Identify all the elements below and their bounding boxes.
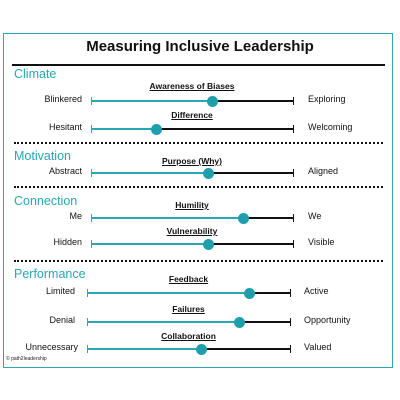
scale-label: Purpose (Why) <box>162 156 222 166</box>
scale-label: Feedback <box>168 274 209 284</box>
scale-left-anchor: Blinkered <box>44 94 82 104</box>
scale-remainder <box>156 128 293 130</box>
scale-label: Difference <box>171 110 213 120</box>
page-title: Measuring Inclusive Leadership <box>86 38 314 55</box>
section-divider <box>14 142 383 144</box>
scale-marker-dot <box>150 123 162 135</box>
scale-right-anchor: Aligned <box>308 166 339 176</box>
scale-left-anchor: Denial <box>49 315 75 325</box>
scale-label: Awareness of Biases <box>149 81 235 91</box>
section-title-climate: Climate <box>14 67 57 81</box>
section-title-connection: Connection <box>14 194 78 208</box>
scale-end-tick <box>293 97 294 105</box>
scale-end-tick <box>293 240 294 248</box>
scale-remainder <box>212 100 293 102</box>
section-divider <box>14 260 383 262</box>
scale-right-anchor: Opportunity <box>304 315 351 325</box>
scale-label: Vulnerability <box>166 226 218 236</box>
footer-credit: © path2leadership <box>6 356 47 362</box>
scale-left-anchor: Hesitant <box>48 122 82 132</box>
scale-fill <box>87 292 249 294</box>
scale-right-anchor: Visible <box>308 237 335 247</box>
scale-start-tick <box>91 97 92 105</box>
scale-start-tick <box>91 240 92 248</box>
scale-left-anchor: Me <box>69 211 82 221</box>
scale-remainder <box>249 292 290 294</box>
title-rule <box>12 64 385 66</box>
scale-left-anchor: Limited <box>45 286 75 296</box>
scale-fill <box>91 243 208 245</box>
scale-right-anchor: Welcoming <box>308 122 353 132</box>
scale-track <box>87 348 290 350</box>
scale-end-tick <box>293 214 294 222</box>
scale-marker-dot <box>233 316 245 328</box>
scale-start-tick <box>91 125 92 133</box>
scale-end-tick <box>290 318 291 326</box>
section-title-performance: Performance <box>14 267 86 281</box>
scale-track <box>87 292 290 294</box>
scale-right-anchor: Exploring <box>308 94 346 104</box>
scale-marker-dot <box>202 167 214 179</box>
scale-fill <box>91 100 212 102</box>
section-divider <box>14 186 383 188</box>
scale-track <box>91 172 293 174</box>
scale-marker-dot <box>237 212 249 224</box>
scale-marker-dot <box>195 343 207 355</box>
scale-start-tick <box>91 214 92 222</box>
scale-marker-dot <box>206 95 218 107</box>
scale-marker-dot <box>202 238 214 250</box>
scale-marker-dot <box>243 287 255 299</box>
scale-right-anchor: Active <box>304 286 329 296</box>
scale-label: Collaboration <box>161 331 216 341</box>
scale-track <box>87 321 290 323</box>
scale-remainder <box>208 243 293 245</box>
scale-remainder <box>239 321 290 323</box>
scale-fill <box>87 321 239 323</box>
scale-track <box>91 217 293 219</box>
scale-remainder <box>243 217 293 219</box>
scale-fill <box>87 348 201 350</box>
scale-left-anchor: Abstract <box>48 166 82 176</box>
scale-remainder <box>201 348 290 350</box>
scale-fill <box>91 172 208 174</box>
scale-start-tick <box>87 289 88 297</box>
section-title-motivation: Motivation <box>14 149 71 163</box>
scale-remainder <box>208 172 293 174</box>
scale-start-tick <box>91 169 92 177</box>
scale-label: Humility <box>175 200 209 210</box>
scale-fill <box>91 217 243 219</box>
scale-end-tick <box>290 345 291 353</box>
scale-right-anchor: Valued <box>304 342 332 352</box>
scale-end-tick <box>293 125 294 133</box>
scale-track <box>91 100 293 102</box>
scale-end-tick <box>293 169 294 177</box>
scale-end-tick <box>290 289 291 297</box>
scale-fill <box>91 128 156 130</box>
scale-start-tick <box>87 345 88 353</box>
scale-track <box>91 243 293 245</box>
scale-label: Failures <box>172 304 205 314</box>
scale-start-tick <box>87 318 88 326</box>
frame-border <box>3 33 393 368</box>
scale-left-anchor: Unnecessary <box>25 342 78 352</box>
scale-track <box>91 128 293 130</box>
scale-right-anchor: We <box>308 211 322 221</box>
scale-left-anchor: Hidden <box>53 237 82 247</box>
